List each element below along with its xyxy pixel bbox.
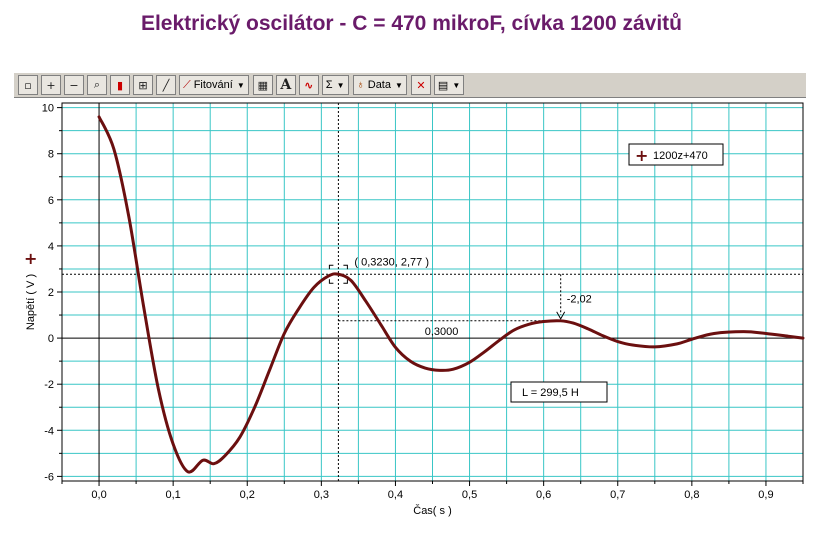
- y-tick-label: -2: [44, 379, 54, 391]
- graph-options-icon: ▤: [437, 79, 449, 92]
- point-marker-icon: [328, 264, 348, 284]
- delta-y-label: -2,02: [567, 294, 592, 306]
- chevron-down-icon: ▼: [236, 80, 245, 90]
- delta-x-label: 0,3000: [425, 326, 459, 338]
- delta-y-arrow-icon: [556, 311, 566, 320]
- x-tick-label: 0,1: [166, 489, 181, 501]
- y-tick-label: -4: [44, 425, 54, 437]
- result-label: L = 299,5 H: [522, 387, 579, 399]
- tangent-icon[interactable]: ⊞: [133, 75, 153, 95]
- examine-icon[interactable]: ▮: [110, 75, 130, 95]
- y-tick-label: 6: [48, 195, 54, 207]
- data-dropdown[interactable]: ♁ Data ▼: [352, 75, 407, 95]
- legend-entry: 1200z+470: [653, 150, 708, 162]
- x-tick-label: 0,2: [240, 489, 255, 501]
- graph-toolbar: ▫ + − ⌕ ▮ ⊞ ╱ ⟋ Fitování ▼ ▦ A ∿ Σ ▼ ♁ D…: [14, 72, 806, 98]
- x-axis-label: Čas( s ): [413, 504, 452, 517]
- delete-icon[interactable]: ✕: [410, 75, 431, 95]
- x-tick-label: 0,5: [462, 489, 477, 501]
- result-box: [510, 381, 608, 403]
- sum-icon: Σ: [325, 79, 333, 91]
- zoom-in-icon[interactable]: +: [41, 75, 61, 95]
- chevron-down-icon: ▼: [336, 80, 345, 90]
- draw-curve-icon[interactable]: ∿: [298, 75, 319, 95]
- y-axis-series-marker-icon: +: [24, 249, 37, 268]
- x-tick-label: 0,3: [314, 489, 329, 501]
- y-tick-label: 10: [42, 103, 54, 115]
- data-dropdown-label: Data: [367, 79, 391, 91]
- calculator-icon[interactable]: ▦: [252, 75, 273, 95]
- y-tick-label: 4: [48, 241, 54, 253]
- statistics-dropdown[interactable]: Σ ▼: [321, 75, 349, 95]
- y-tick-label: 2: [48, 287, 54, 299]
- x-tick-label: 0,0: [91, 489, 106, 501]
- y-tick-label: 8: [48, 149, 54, 161]
- chart-title: Elektrický oscilátor - C = 470 mikroF, c…: [140, 12, 683, 35]
- text-tool-icon[interactable]: A: [275, 75, 296, 95]
- x-tick-label: 0,4: [388, 489, 403, 501]
- series-line: [97, 115, 805, 474]
- x-tick-label: 0,7: [610, 489, 625, 501]
- slope-icon[interactable]: ╱: [156, 75, 176, 95]
- grid: [61, 103, 804, 481]
- autoscale-icon[interactable]: ▫: [18, 75, 38, 95]
- fit-icon: ⟋: [183, 78, 191, 91]
- graph-options-dropdown[interactable]: ▤ ▼: [433, 75, 465, 95]
- legend-box: [628, 143, 724, 166]
- x-tick-label: 0,6: [536, 489, 551, 501]
- y-tick-label: -6: [44, 471, 54, 483]
- series: [97, 115, 805, 474]
- zoom-box-icon[interactable]: ⌕: [87, 75, 107, 95]
- fit-dropdown[interactable]: ⟋ Fitování ▼: [179, 75, 249, 95]
- chevron-down-icon: ▼: [452, 80, 461, 90]
- legend-marker-icon: +: [635, 146, 648, 165]
- x-tick-label: 0,8: [684, 489, 699, 501]
- fit-dropdown-label: Fitování: [193, 79, 233, 91]
- legend: + 1200z+470: [628, 143, 724, 166]
- point-coordinate-label: ( 0,3230, 2,77 ): [354, 256, 429, 268]
- tick-labels: 0,0 0,1 0,2 0,3 0,4 0,5 0,6 0,7 0,8 0,9 -6 -4 -2 0 2 4 6…: [42, 103, 804, 501]
- y-axis-label: Napětí ( V ): [25, 274, 37, 330]
- data-icon: ♁: [356, 79, 365, 91]
- y-tick-label: 0: [48, 333, 54, 345]
- x-tick-label: 0,9: [758, 489, 773, 501]
- zoom-out-icon[interactable]: −: [64, 75, 84, 95]
- guide-lines: [62, 103, 803, 481]
- chevron-down-icon: ▼: [395, 80, 403, 90]
